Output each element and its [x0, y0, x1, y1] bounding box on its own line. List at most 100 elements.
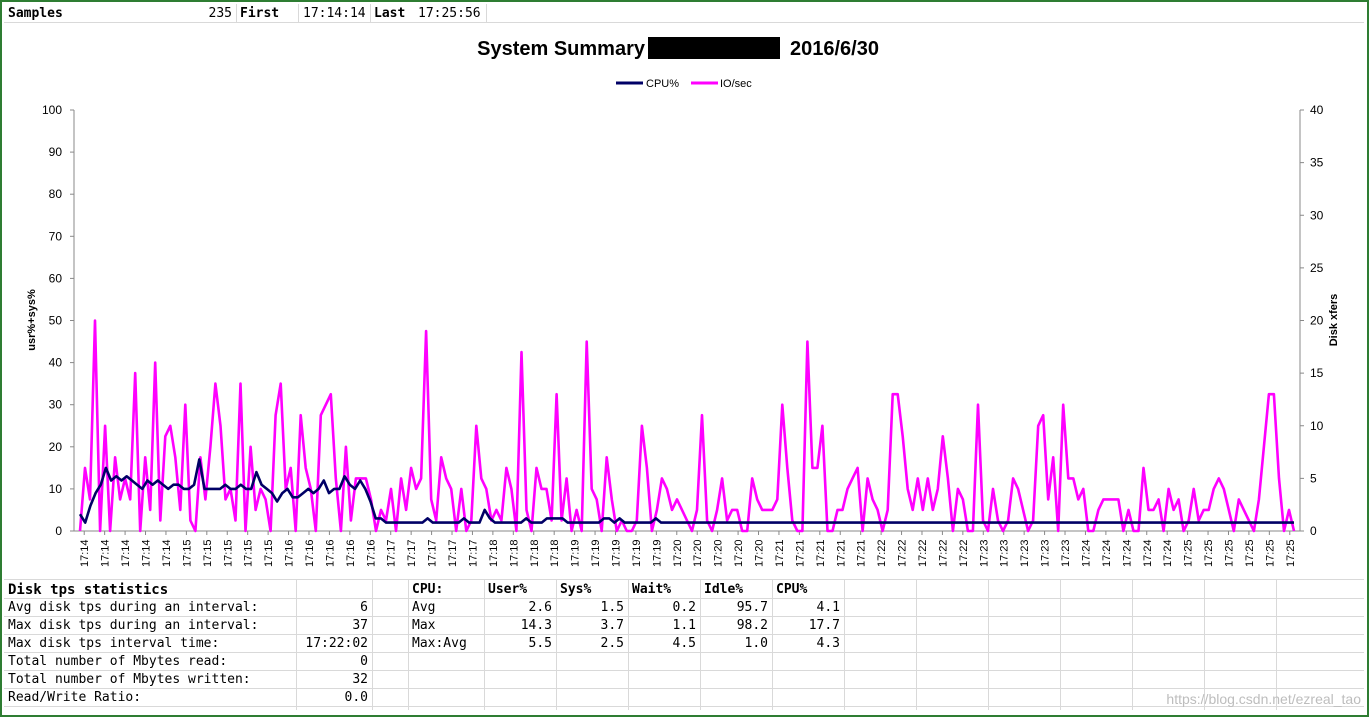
y-tick-label-left: 80 — [49, 187, 63, 201]
x-tick-label: 17:23 — [1019, 539, 1031, 567]
x-tick-label: 17:14 — [79, 539, 91, 567]
io-series-line — [78, 319, 1296, 533]
x-tick-label: 17:14 — [100, 539, 112, 567]
first-label: First — [240, 6, 280, 21]
x-tick-label: 17:22 — [917, 539, 929, 567]
y-tick-label-left: 60 — [49, 271, 63, 285]
last-value: 17:25:56 — [418, 6, 481, 21]
x-tick-label: 17:25 — [1183, 539, 1195, 567]
x-tick-label: 17:18 — [508, 539, 520, 567]
cpu-cell: 1.5 — [600, 600, 624, 615]
cpu-header-cell: Sys% — [560, 582, 592, 597]
y-tick-label-right: 0 — [1310, 524, 1317, 538]
x-tick-label: 17:20 — [672, 539, 684, 567]
chart-axes: 0 10 20 30 40 50 60 70 80 90 100 0 5 10 15 20 25 30 35 40 17… — [42, 103, 1324, 567]
cpu-cell: 2.6 — [528, 600, 552, 615]
cpu-cell: 1.1 — [672, 618, 696, 633]
y-tick-label-left: 50 — [49, 314, 63, 328]
disk-stat-value: 6 — [360, 600, 368, 615]
cpu-cell: 17.7 — [808, 618, 840, 633]
system-summary-chart: System Summary 2016/6/30 CPU% IO/sec usr… — [26, 37, 1340, 567]
cpu-cell: 0.2 — [672, 600, 696, 615]
cpu-cell: 5.5 — [528, 636, 552, 651]
x-tick-label: 17:16 — [324, 539, 336, 567]
last-label: Last — [374, 6, 406, 21]
y-tick-label-right: 10 — [1310, 419, 1324, 433]
x-tick-label: 17:20 — [692, 539, 704, 567]
cpu-cell: 98.2 — [736, 618, 768, 633]
cpu-row-label: Max:Avg — [412, 636, 467, 651]
y-tick-label-right: 25 — [1310, 261, 1324, 275]
y-tick-label-left: 90 — [49, 145, 63, 159]
redacted-block — [648, 37, 780, 59]
cpu-cell: 14.3 — [520, 618, 552, 633]
y-tick-label-right: 15 — [1310, 366, 1324, 380]
cpu-cell: 4.1 — [816, 600, 840, 615]
y-tick-label-right: 35 — [1310, 156, 1324, 170]
y-tick-label-right: 5 — [1310, 471, 1317, 485]
x-tick-label: 17:23 — [999, 539, 1011, 567]
chart-series — [78, 319, 1296, 533]
disk-stat-value: 17:22:02 — [305, 636, 368, 651]
x-tick-label: 17:19 — [590, 539, 602, 567]
x-tick-label: 17:19 — [651, 539, 663, 567]
x-tick-label: 17:16 — [345, 539, 357, 567]
x-tick-label: 17:25 — [1203, 539, 1215, 567]
cpu-header-cell: Wait% — [632, 582, 672, 597]
x-tick-label: 17:20 — [713, 539, 725, 567]
cpu-cell: 95.7 — [736, 600, 768, 615]
x-tick-label: 17:16 — [304, 539, 316, 567]
disk-stat-label: Avg disk tps during an interval: — [8, 600, 259, 615]
chart-title: System Summary — [477, 38, 646, 60]
disk-stat-label: Total number of Mbytes read: — [8, 654, 228, 669]
cpu-cell: 4.3 — [816, 636, 840, 651]
disk-stat-label: Total number of Mbytes written: — [8, 672, 251, 687]
x-tick-label: 17:21 — [835, 539, 847, 567]
y-tick-label-left: 40 — [49, 356, 63, 370]
x-tick-label: 17:20 — [733, 539, 745, 567]
x-tick-label: 17:22 — [937, 539, 949, 567]
legend-io-label: IO/sec — [720, 78, 752, 90]
x-tick-label: 17:15 — [181, 539, 193, 567]
disk-stat-value: 32 — [352, 672, 368, 687]
disk-stat-label: Max disk tps interval time: — [8, 636, 220, 651]
x-tick-label: 17:24 — [1142, 539, 1154, 567]
x-tick-label: 17:23 — [1060, 539, 1072, 567]
x-tick-label: 17:17 — [406, 539, 418, 567]
cpu-row-label: Avg — [412, 600, 436, 615]
x-tick-label: 17:15 — [222, 539, 234, 567]
y-tick-label-left: 30 — [49, 398, 63, 412]
x-tick-label: 17:15 — [263, 539, 275, 567]
y-axis-left-label: usr%+sys% — [26, 289, 38, 351]
x-tick-label: 17:20 — [754, 539, 766, 567]
x-tick-label: 17:18 — [488, 539, 500, 567]
x-tick-label: 17:18 — [549, 539, 561, 567]
cpu-series-line — [78, 458, 1294, 524]
x-tick-label: 17:14 — [120, 539, 132, 567]
y-tick-label-right: 20 — [1310, 314, 1324, 328]
cpu-cell: 3.7 — [600, 618, 624, 633]
chart-legend: CPU% IO/sec — [616, 78, 752, 90]
x-tick-label: 17:25 — [1223, 539, 1235, 567]
y-tick-label-left: 100 — [42, 103, 62, 117]
x-tick-label: 17:17 — [447, 539, 459, 567]
x-tick-label: 17:21 — [856, 539, 868, 567]
x-tick-label: 17:24 — [1101, 539, 1113, 567]
cpu-row-label: Max — [412, 618, 436, 633]
x-tick-label: 17:16 — [284, 539, 296, 567]
y-tick-label-left: 10 — [49, 482, 63, 496]
samples-value: 235 — [208, 6, 232, 21]
cpu-header-cell: CPU% — [776, 582, 808, 597]
x-tick-label: 17:17 — [427, 539, 439, 567]
disk-stat-value: 0.0 — [344, 690, 368, 705]
y-tick-label-left: 0 — [55, 524, 62, 538]
x-tick-label: 17:21 — [815, 539, 827, 567]
x-tick-label: 17:21 — [774, 539, 786, 567]
y-tick-label-right: 30 — [1310, 208, 1324, 222]
x-tick-label: 17:23 — [1040, 539, 1052, 567]
x-tick-label: 17:17 — [467, 539, 479, 567]
y-axis-right-label: Disk xfers — [1328, 294, 1340, 347]
x-tick-label: 17:19 — [631, 539, 643, 567]
x-tick-label: 17:14 — [141, 539, 153, 567]
